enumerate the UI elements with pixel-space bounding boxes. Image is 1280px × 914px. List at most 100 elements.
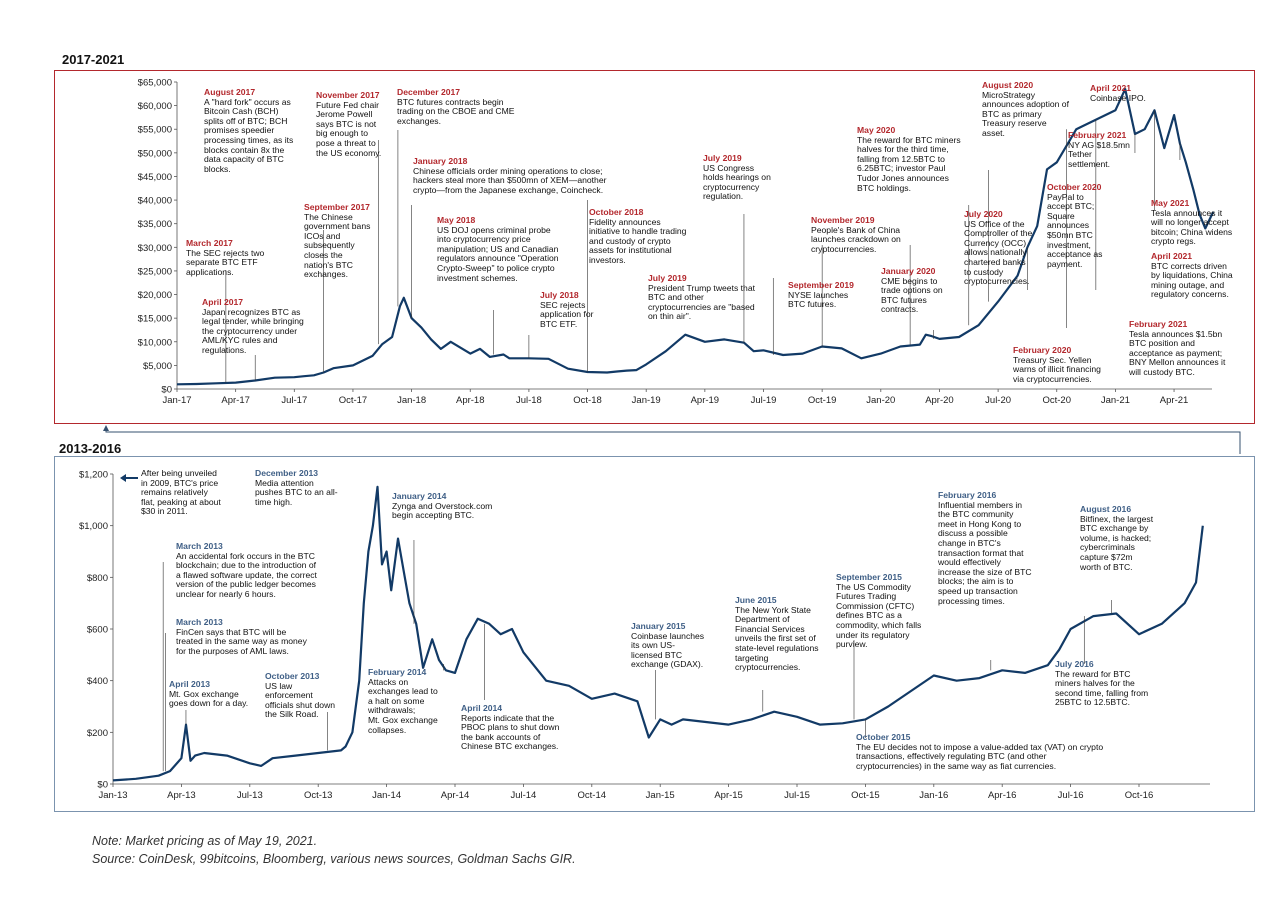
annotation-jul-2020: July 2020 US Office of the Comptroller of…: [964, 209, 1033, 287]
bot-xtick-label: Jul-15: [784, 790, 810, 801]
annotation-aug-2016: August 2016 Bitfinex, the largest BTC exc…: [1080, 504, 1154, 572]
top-ytick-label: $60,000: [138, 101, 172, 112]
top-xtick-label: Jan-21: [1101, 395, 1130, 406]
bot-xtick-label: Jan-16: [919, 790, 948, 801]
top-xtick-label: Jul-20: [985, 395, 1011, 406]
annotation-apr-2021-ipo: April 2021 Coinbase IPO.: [1090, 83, 1146, 103]
bot-xtick-label: Jul-16: [1058, 790, 1084, 801]
annotation-jun-2015: June 2015 The New York State Department o…: [735, 595, 819, 673]
top-ytick-label: $40,000: [138, 196, 172, 207]
top-xtick-label: Apr-18: [456, 395, 485, 406]
top-ytick-label: $15,000: [138, 314, 172, 325]
annotation-aug-2017: August 2017 A "hard fork" occurs as Bitco…: [204, 87, 294, 174]
top-xtick-label: Jul-17: [281, 395, 307, 406]
top-xtick-label: Apr-21: [1160, 395, 1189, 406]
bot-xtick-label: Oct-16: [1125, 790, 1154, 801]
top-ytick-label: $55,000: [138, 125, 172, 136]
top-xtick-label: Apr-19: [691, 395, 720, 406]
annotation-nov-2017: November 2017 Future Fed chair Jerome Pow…: [316, 90, 382, 158]
bot-ytick-label: $600: [87, 625, 108, 636]
annotation-dec-2017: December 2017 BTC futures contracts begin…: [397, 87, 515, 126]
top-ytick-label: $20,000: [138, 290, 172, 301]
bot-xtick-label: Apr-14: [441, 790, 470, 801]
top-ytick-label: $50,000: [138, 148, 172, 159]
annotation-2009-unveiled: After being unveiled in 2009, BTC's pric…: [141, 468, 221, 517]
top-xtick-label: Oct-17: [339, 395, 368, 406]
annotation-jan-2018: January 2018 Chinese officials order mini…: [413, 156, 607, 195]
bot-xtick-label: Jan-13: [98, 790, 127, 801]
annotation-may-2021: May 2021 Tesla announces it will no longe…: [1151, 198, 1233, 247]
annotation-jul-2019-trump: July 2019 President Trump tweets that BTC…: [648, 273, 755, 322]
bot-xtick-label: Jan-14: [372, 790, 401, 801]
bottom-chart-panel: [54, 456, 1255, 812]
annotation-mar-2013-fork: March 2013 An accidental fork occurs in t…: [176, 541, 317, 599]
top-ytick-label: $45,000: [138, 172, 172, 183]
annotation-oct-2020: October 2020 PayPal to accept BTC; Square…: [1047, 182, 1103, 269]
panel-connector-line: [105, 428, 1241, 454]
annotation-feb-2021-tesla: February 2021 Tesla announces $1.5bn BTC …: [1129, 319, 1226, 377]
bot-ytick-label: $1,000: [79, 521, 108, 532]
top-ytick-label: $5,000: [143, 361, 172, 372]
annotation-apr-2017: April 2017 Japan recognizes BTC as legal …: [202, 297, 304, 355]
bot-xtick-label: Jul-13: [237, 790, 263, 801]
top-ytick-label: $10,000: [138, 337, 172, 348]
footnote-source: Source: CoinDesk, 99bitcoins, Bloomberg,…: [92, 852, 576, 866]
annotation-oct-2015: October 2015 The EU decides not to impose…: [856, 732, 1104, 771]
annotation-jul-2019-congress: July 2019 US Congress holds hearings on c…: [703, 153, 771, 202]
top-ytick-label: $65,000: [138, 78, 172, 89]
top-period-label: 2017-2021: [62, 52, 125, 67]
annotation-aug-2020: August 2020 MicroStrategy announces adopt…: [982, 80, 1069, 138]
annotation-jan-2020: January 2020 CME begins to trade options …: [881, 266, 943, 315]
top-xtick-label: Jul-19: [751, 395, 777, 406]
annotation-apr-2014: April 2014 Reports indicate that the PBOC…: [461, 703, 560, 752]
bot-ytick-label: $0: [97, 780, 108, 791]
top-price-line: [176, 88, 1215, 386]
annotation-jan-2014: January 2014 Zynga and Overstock.com begi…: [392, 491, 493, 521]
annotation-oct-2013: October 2013 US law enforcement officials…: [265, 671, 336, 720]
top-xtick-label: Jan-17: [162, 395, 191, 406]
annotation-nov-2019: November 2019 People's Bank of China laun…: [811, 215, 901, 254]
top-ytick-label: $35,000: [138, 219, 172, 230]
top-xtick-label: Apr-20: [925, 395, 954, 406]
bot-xtick-label: Oct-14: [578, 790, 607, 801]
footnote-note: Note: Market pricing as of May 19, 2021.: [92, 834, 318, 848]
annotation-oct-2018: October 2018 Fidelity announces initiativ…: [589, 207, 687, 265]
annotation-sep-2017: September 2017 The Chinese government ban…: [304, 202, 371, 280]
annotation-jan-2015: January 2015 Coinbase launches its own US…: [631, 621, 705, 670]
top-ytick-label: $0: [161, 385, 172, 396]
bot-price-line: [112, 485, 1204, 782]
panel-connector-arrowhead: [103, 425, 109, 431]
annotation-feb-2014: February 2014 Attacks on exchanges lead t…: [368, 667, 438, 735]
top-xtick-label: Jan-18: [397, 395, 426, 406]
top-xtick-label: Jul-18: [516, 395, 542, 406]
top-chart-panel: [54, 70, 1255, 424]
annotation-apr-2021-correction: April 2021 BTC corrects driven by liquida…: [1151, 251, 1233, 300]
top-xtick-label: Jan-20: [866, 395, 895, 406]
annotation-feb-2020: February 2020 Treasury Sec. Yellen warns …: [1013, 345, 1101, 384]
top-xtick-label: Jan-19: [632, 395, 661, 406]
annotation-may-2020: May 2020 The reward for BTC miners halves…: [857, 125, 961, 193]
top-xtick-label: Oct-20: [1042, 395, 1071, 406]
annotation-dec-2013: December 2013 Media attention pushes BTC …: [255, 468, 338, 507]
bot-xtick-label: Apr-16: [988, 790, 1017, 801]
annotation-apr-2013: April 2013 Mt. Gox exchange goes down for…: [169, 679, 249, 709]
annotation-feb-2021-tether: February 2021 NY AG $18.5mn Tether settle…: [1068, 130, 1130, 169]
bot-ytick-label: $800: [87, 573, 108, 584]
annotation-sep-2019: September 2019 NYSE launches BTC futures.: [788, 280, 854, 310]
top-xtick-label: Apr-17: [221, 395, 250, 406]
top-ytick-label: $25,000: [138, 266, 172, 277]
top-xtick-label: Oct-18: [573, 395, 602, 406]
annotation-mar-2013-fincen: March 2013 FinCen says that BTC will be t…: [176, 617, 307, 656]
bot-xtick-label: Jan-15: [646, 790, 675, 801]
bot-xtick-label: Oct-13: [304, 790, 333, 801]
annotation-sep-2015: September 2015 The US Commodity Futures T…: [836, 572, 922, 650]
annotation-may-2018: May 2018 US DOJ opens criminal probe into…: [437, 215, 559, 283]
bot-ytick-label: $1,200: [79, 470, 108, 481]
bot-xtick-label: Apr-13: [167, 790, 196, 801]
annotation-mar-2017: March 2017 The SEC rejects two separate B…: [186, 238, 265, 277]
annotation-feb-2016: February 2016 Influential members in the …: [938, 490, 1032, 606]
bot-xtick-label: Jul-14: [510, 790, 536, 801]
bot-xtick-label: Oct-15: [851, 790, 880, 801]
bot-ytick-label: $400: [87, 676, 108, 687]
